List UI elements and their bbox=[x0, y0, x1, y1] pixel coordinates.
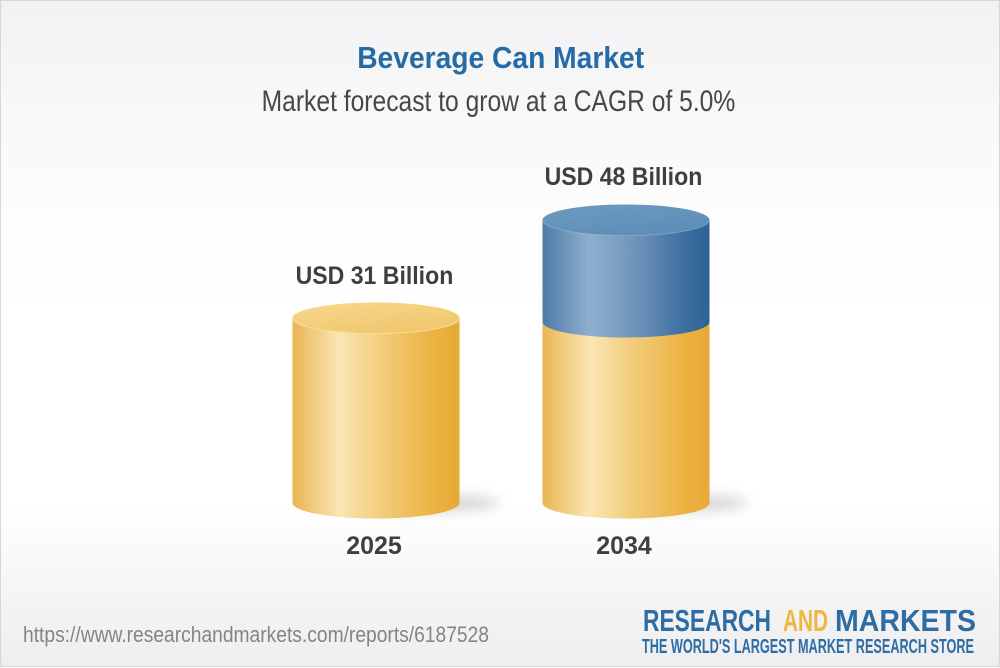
svg-text:THE WORLD'S LARGEST MARKET RES: THE WORLD'S LARGEST MARKET RESEARCH STOR… bbox=[642, 636, 974, 658]
svg-text:RESEARCH: RESEARCH bbox=[643, 603, 771, 638]
svg-text:MARKETS: MARKETS bbox=[835, 603, 976, 638]
svg-text:AND: AND bbox=[783, 603, 828, 638]
